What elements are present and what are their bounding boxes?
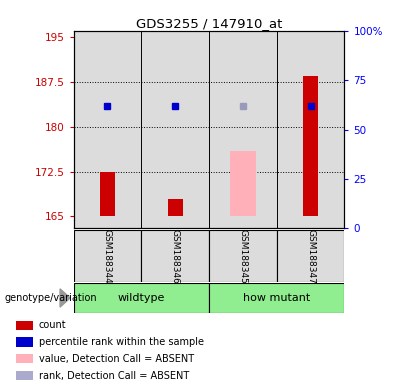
Bar (277, 31, 344, 228)
Bar (100, 172, 115, 217)
Text: GSM188347: GSM188347 (306, 229, 315, 284)
Bar (16, 321, 33, 330)
Title: GDS3255 / 147910_at: GDS3255 / 147910_at (136, 17, 282, 30)
Bar (16, 354, 33, 363)
Bar (168, 199, 183, 217)
Bar (74, 230, 141, 282)
Text: GSM188345: GSM188345 (238, 229, 247, 284)
Text: percentile rank within the sample: percentile rank within the sample (39, 337, 204, 347)
Bar (230, 151, 256, 217)
Polygon shape (60, 289, 70, 307)
Bar (209, 283, 344, 313)
Bar (209, 230, 277, 282)
Bar (141, 230, 209, 282)
Text: GSM188344: GSM188344 (103, 229, 112, 284)
Bar (74, 31, 141, 228)
Text: GSM188346: GSM188346 (171, 229, 180, 284)
Bar (277, 230, 344, 282)
Bar (16, 338, 33, 347)
Bar (16, 371, 33, 380)
Bar (209, 31, 277, 228)
Text: rank, Detection Call = ABSENT: rank, Detection Call = ABSENT (39, 371, 189, 381)
Bar (141, 31, 209, 228)
Text: genotype/variation: genotype/variation (4, 293, 97, 303)
Text: how mutant: how mutant (243, 293, 310, 303)
Text: wildtype: wildtype (118, 293, 165, 303)
Bar (303, 76, 318, 217)
Text: count: count (39, 320, 66, 330)
Bar (74, 283, 209, 313)
Text: value, Detection Call = ABSENT: value, Detection Call = ABSENT (39, 354, 194, 364)
